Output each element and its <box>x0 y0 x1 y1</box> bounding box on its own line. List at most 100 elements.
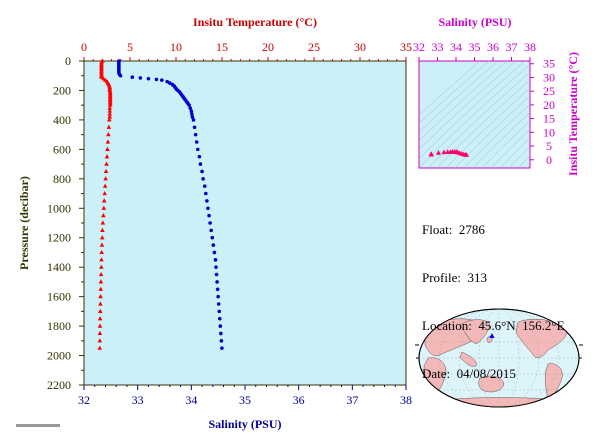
main-top-tick-label: 30 <box>354 40 366 54</box>
main-left-tick-label: 2200 <box>47 378 71 392</box>
salinity-point <box>209 228 213 233</box>
salinity-point <box>207 213 211 218</box>
salinity-point <box>165 79 169 84</box>
map-graticule <box>419 309 579 407</box>
temperature-point <box>97 345 103 350</box>
temperature-point <box>101 213 106 218</box>
temperature-point <box>99 235 105 240</box>
float-location-marker <box>489 333 495 338</box>
temperature-point <box>105 146 110 151</box>
inset-top-axis-title: Salinity (PSU) <box>438 15 511 29</box>
location-label: Location: <box>422 318 472 333</box>
temperature-point <box>107 114 113 119</box>
inset-right-tick-label: 10 <box>543 125 555 139</box>
salinity-point <box>160 78 164 82</box>
float-label: Float: <box>422 222 453 237</box>
temperature-point <box>106 132 111 137</box>
inset-top-axis: 32 33 34 35 36 37 38 <box>413 40 536 61</box>
main-top-tick-label: 35 <box>400 40 412 54</box>
salinity-point <box>168 81 172 85</box>
salinity-point <box>118 73 123 78</box>
salinity-point <box>197 154 202 159</box>
temperature-point <box>106 124 112 129</box>
salinity-point <box>201 177 205 181</box>
main-left-tick-label: 1200 <box>47 231 71 245</box>
temperature-point <box>98 264 104 269</box>
main-left-tick-label: 2000 <box>47 349 71 363</box>
inset-top-tick-label: 36 <box>487 40 499 54</box>
main-left-tick-label: 600 <box>53 142 71 156</box>
salinity-point <box>154 77 159 82</box>
temperature-point <box>97 330 103 336</box>
footer-fine-print <box>16 424 60 427</box>
main-left-tick-label: 1000 <box>47 201 71 215</box>
salinity-point <box>206 206 210 211</box>
main-bottom-tick-label: 33 <box>132 393 144 407</box>
main-left-tick-label: 800 <box>53 172 71 186</box>
salinity-point <box>217 316 222 321</box>
temperature-point <box>104 154 110 159</box>
temperature-point <box>99 242 105 247</box>
temperature-point <box>102 183 108 188</box>
main-left-tick-label: 400 <box>53 113 71 127</box>
main-left-tick-label: 1800 <box>47 319 71 333</box>
temperature-point <box>100 227 105 232</box>
inset-isopycnal-lines <box>419 61 530 168</box>
profile-value: 313 <box>467 270 488 285</box>
salinity-point <box>216 294 220 299</box>
main-bottom-axis: 32 33 34 35 36 37 38 <box>78 385 412 407</box>
main-bottom-tick-label: 37 <box>346 393 358 407</box>
main-bottom-tick-label: 32 <box>78 393 90 407</box>
main-bottom-axis-title: Salinity (PSU) <box>208 417 281 431</box>
main-bottom-tick-label: 38 <box>400 393 412 407</box>
salinity-point <box>220 346 224 350</box>
date-value: 04/08/2015 <box>456 366 516 381</box>
temperature-point <box>99 249 104 255</box>
inset-right-tick-label: 30 <box>543 70 555 84</box>
ts-point <box>435 150 441 155</box>
main-bottom-tick-label: 36 <box>293 393 305 407</box>
salinity-point <box>192 125 197 130</box>
salinity-point <box>138 76 143 80</box>
main-plot-area <box>83 60 407 386</box>
ts-point <box>464 152 470 157</box>
temperature-point <box>107 117 112 122</box>
salinity-point <box>130 75 135 79</box>
main-bottom-tick-label: 35 <box>239 393 251 407</box>
temperature-point <box>101 198 107 203</box>
temperature-point <box>98 294 103 299</box>
temperature-point <box>98 279 104 284</box>
main-bottom-tick-label: 34 <box>185 393 197 407</box>
temperature-point <box>97 308 103 313</box>
salinity-point <box>205 199 209 203</box>
temperature-point <box>104 161 109 166</box>
salinity-point <box>189 109 194 113</box>
main-left-tick-label: 1600 <box>47 290 71 304</box>
temperature-point <box>97 323 103 328</box>
main-top-axis: 0 5 10 15 20 25 30 35 <box>81 40 412 61</box>
salinity-point <box>202 184 207 188</box>
inset-right-tick-label: 5 <box>546 139 552 153</box>
main-left-axis-title: Pressure (decibar) <box>17 176 31 270</box>
main-top-tick-label: 25 <box>308 40 320 54</box>
main-left-tick-label: 1400 <box>47 260 71 274</box>
main-top-tick-label: 20 <box>262 40 274 54</box>
temperature-point <box>100 220 106 225</box>
date-row: Date: 04/08/2015 <box>422 366 565 382</box>
inset-series-layer <box>428 149 470 157</box>
temperature-point <box>101 205 107 210</box>
date-label: Date: <box>422 366 451 381</box>
salinity-point <box>217 309 222 314</box>
main-left-tick-label: 200 <box>53 83 71 97</box>
inset-top-tick-label: 38 <box>524 40 536 54</box>
main-left-tick-label: 0 <box>65 54 71 68</box>
map-tick-marks <box>415 344 583 359</box>
inset-right-tick-label: 35 <box>543 57 555 71</box>
temperature-point <box>99 257 104 262</box>
inset-top-tick-label: 37 <box>506 40 518 54</box>
salinity-point <box>190 115 195 119</box>
salinity-point <box>215 280 219 284</box>
ts-point <box>429 151 435 157</box>
temperature-point <box>107 111 113 116</box>
